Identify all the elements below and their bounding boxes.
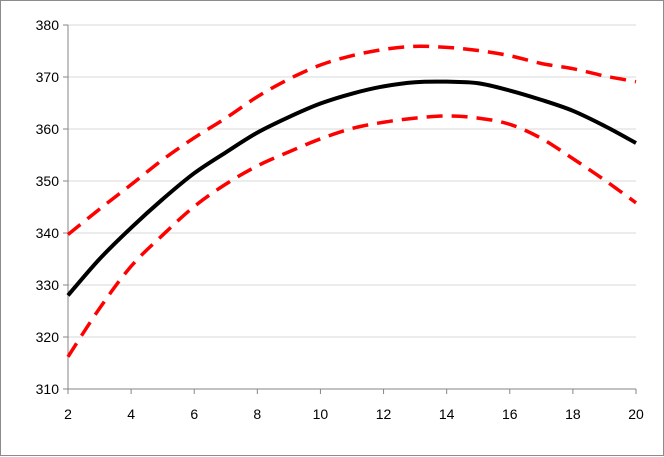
x-tick-label-18: 18 xyxy=(565,406,581,422)
x-tick-label-10: 10 xyxy=(313,406,329,422)
y-tick-label-380: 380 xyxy=(36,17,60,33)
x-tick-label-20: 20 xyxy=(628,406,644,422)
x-tick-label-2: 2 xyxy=(64,406,72,422)
x-tick-label-12: 12 xyxy=(376,406,392,422)
gridlines xyxy=(68,24,636,338)
x-tick-label-6: 6 xyxy=(190,406,198,422)
series-line-fit xyxy=(66,79,637,297)
series-line-lower-band xyxy=(66,114,638,358)
y-tick-label-350: 350 xyxy=(36,173,60,189)
y-tick-label-330: 330 xyxy=(36,277,60,293)
x-tick-label-8: 8 xyxy=(253,406,261,422)
x-tick-label-4: 4 xyxy=(127,406,135,422)
axes xyxy=(63,24,637,394)
x-tick-label-14: 14 xyxy=(439,406,455,422)
y-tick-label-320: 320 xyxy=(36,329,60,345)
x-tick-label-16: 16 xyxy=(502,406,518,422)
y-tick-label-370: 370 xyxy=(36,69,60,85)
tick-labels: 310 320 330 340 350 360 370 380 2 4 6 8 10 12 14 16 18 20 xyxy=(36,17,644,422)
series-line-upper-band xyxy=(66,44,637,236)
y-tick-label-360: 360 xyxy=(36,121,60,137)
y-tick-label-340: 340 xyxy=(36,225,60,241)
y-tick-label-310: 310 xyxy=(36,381,60,397)
series-lines xyxy=(66,44,638,358)
